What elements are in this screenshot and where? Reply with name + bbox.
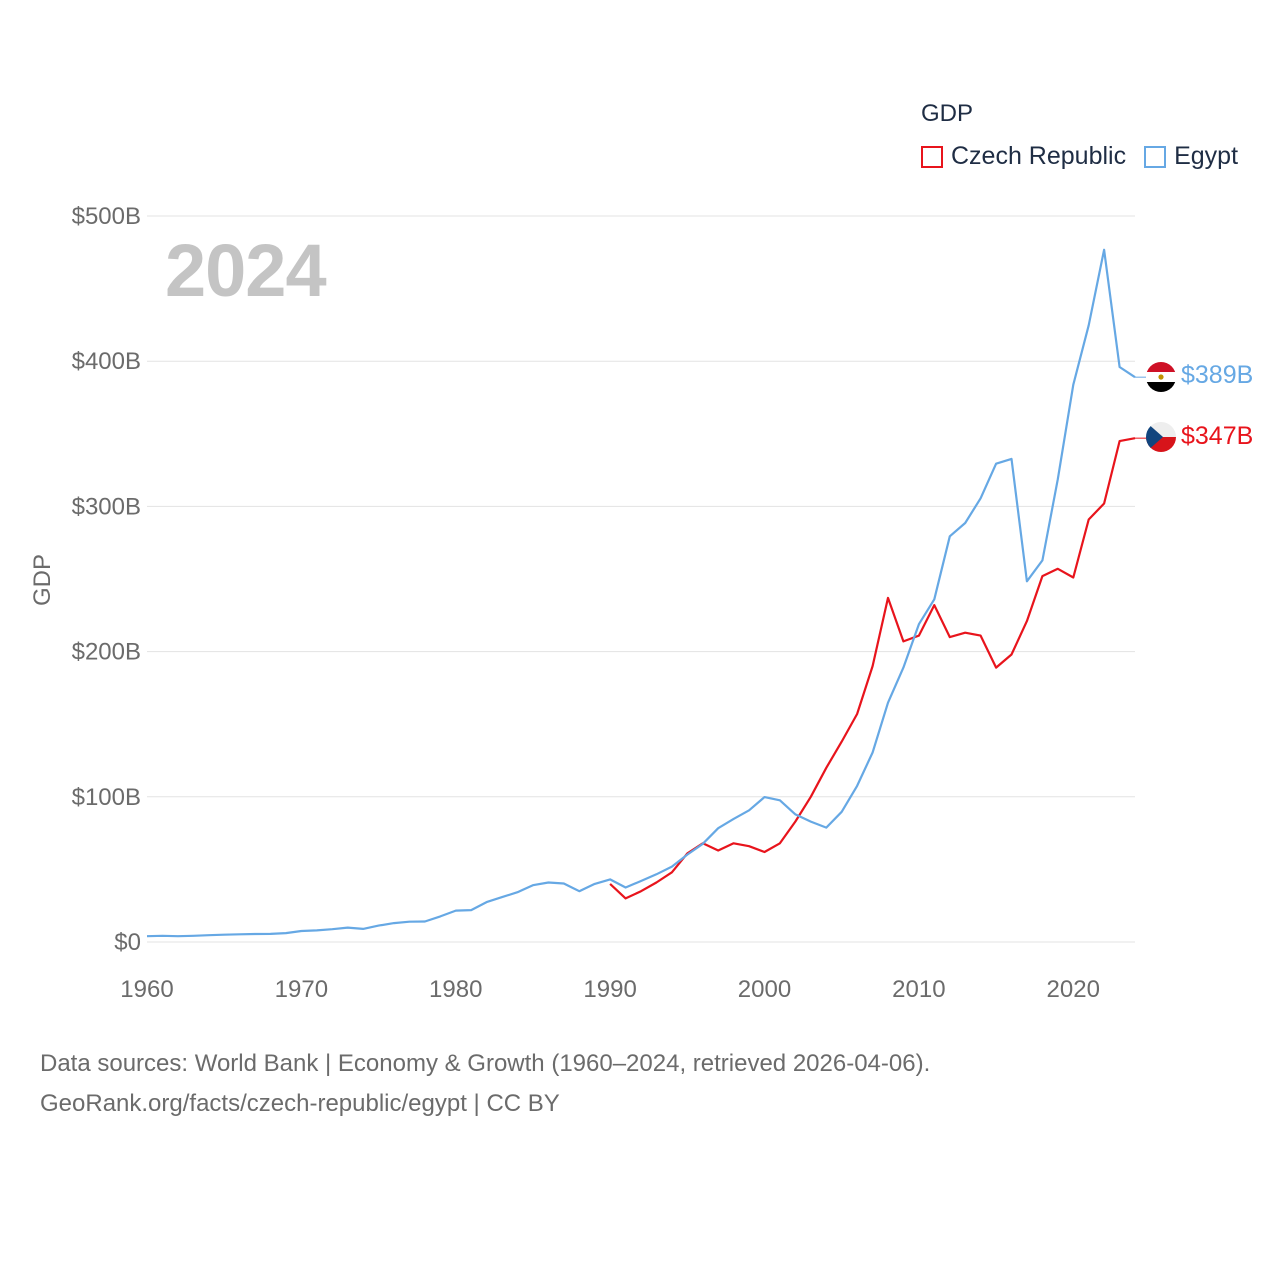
x-tick-label: 2000	[738, 976, 791, 1003]
legend-swatch-czech-republic	[921, 145, 943, 168]
legend-label-egypt: Egypt	[1174, 142, 1239, 170]
series-line-czech-republic	[609, 437, 1136, 900]
x-axis-ticks: 1960 1970 1980 1990 2000 2010 2020	[120, 976, 1100, 1003]
y-tick-label: $400B	[72, 348, 141, 375]
legend-item-czech-republic[interactable]: Czech Republic	[921, 142, 1126, 171]
egypt-flag-icon	[1146, 362, 1176, 392]
legend-label-czech-republic: Czech Republic	[951, 142, 1127, 170]
y-tick-label: $500B	[72, 203, 141, 230]
legend-swatch-egypt	[1144, 145, 1167, 168]
legend-item-egypt[interactable]: Egypt	[1144, 142, 1238, 171]
year-label: 2024	[165, 229, 327, 312]
y-tick-label: $300B	[72, 493, 141, 520]
series-lines	[146, 248, 1146, 938]
source-line-2: GeoRank.org/facts/czech-republic/egypt |…	[40, 1090, 560, 1117]
y-tick-label: $100B	[72, 784, 141, 811]
y-tick-label: $0	[114, 929, 141, 956]
y-axis-ticks: $0 $100B $200B $300B $400B $500B	[72, 203, 141, 956]
x-tick-label: 1980	[429, 976, 482, 1003]
y-tick-label: $200B	[72, 639, 141, 666]
series-line-egypt	[146, 248, 1136, 938]
y-axis-label: GDP	[29, 554, 56, 606]
legend-title: GDP	[921, 100, 974, 127]
source-line-1: Data sources: World Bank | Economy & Gro…	[40, 1050, 931, 1077]
legend: Czech Republic Egypt	[921, 142, 1256, 171]
x-tick-label: 1960	[120, 976, 173, 1003]
egypt-end-label: $389B	[1181, 361, 1253, 389]
grid-lines	[147, 215, 1135, 943]
x-tick-label: 2020	[1047, 976, 1100, 1003]
czech-end-label: $347B	[1181, 422, 1253, 450]
x-tick-label: 1970	[275, 976, 328, 1003]
x-tick-label: 1990	[583, 976, 636, 1003]
czech-flag-icon	[1146, 422, 1176, 452]
source-note: Data sources: World Bank | Economy & Gro…	[40, 1044, 930, 1124]
x-tick-label: 2010	[892, 976, 945, 1003]
